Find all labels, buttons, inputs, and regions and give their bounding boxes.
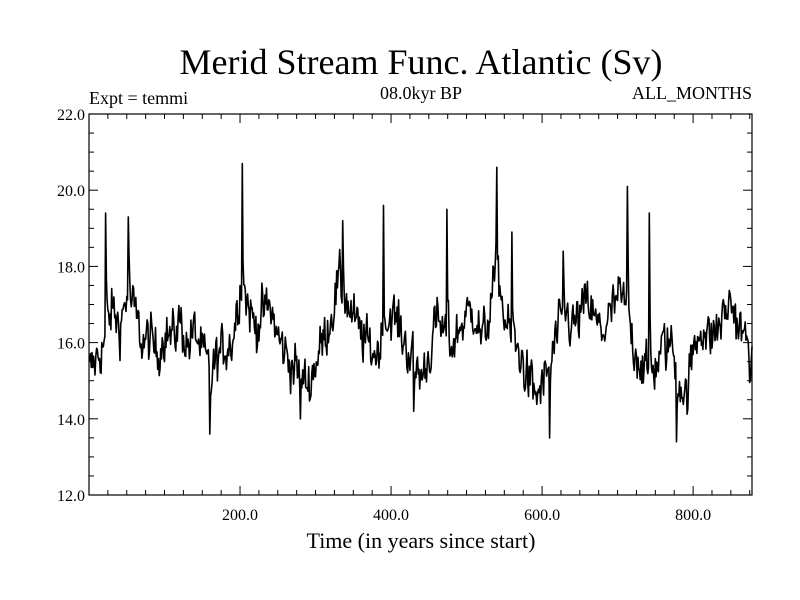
chart-title: Merid Stream Func. Atlantic (Sv) (180, 42, 663, 82)
x-tick-label: 800.0 (675, 507, 711, 524)
x-tick-label: 400.0 (373, 507, 409, 524)
axis-ticks (89, 113, 752, 496)
x-axis-label: Time (in years since start) (307, 528, 536, 553)
x-tick-label: 200.0 (222, 507, 258, 524)
y-tick-label: 12.0 (57, 488, 85, 505)
plot-frame (88, 113, 753, 496)
months-label: ALL_MONTHS (632, 83, 752, 103)
axis-tick-labels: 12.0 14.0 16.0 18.0 20.0 22.0 200.0 400.0 600.0 8… (57, 107, 711, 524)
y-tick-label: 20.0 (57, 183, 85, 200)
y-tick-label: 14.0 (57, 412, 85, 429)
x-tick-label: 600.0 (524, 507, 560, 524)
y-tick-label: 18.0 (57, 259, 85, 276)
period-label: 08.0kyr BP (380, 83, 462, 103)
experiment-label: Expt = temmi (89, 88, 188, 108)
y-tick-label: 22.0 (57, 107, 85, 124)
y-tick-label: 16.0 (57, 336, 85, 353)
series-line (88, 162, 753, 443)
